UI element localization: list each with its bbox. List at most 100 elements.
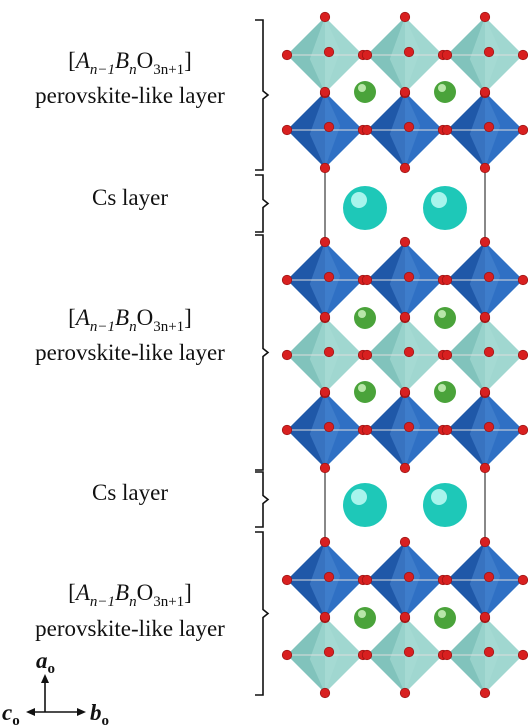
a-site-atom: [354, 307, 376, 329]
layer-label: perovskite-like layer: [35, 616, 225, 641]
oxygen-atom: [362, 125, 372, 135]
oxygen-atom: [320, 87, 330, 97]
oxygen-atom: [404, 647, 414, 657]
oxygen-atom: [320, 12, 330, 22]
layer-label: perovskite-like layer: [35, 83, 225, 108]
oxygen-atom: [442, 275, 452, 285]
layer-label: Cs layer: [92, 480, 168, 505]
oxygen-atom: [324, 422, 334, 432]
a-site-atom: [354, 607, 376, 629]
axis-subscript: o: [12, 713, 20, 727]
cs-atom: [423, 483, 467, 527]
highlight: [431, 489, 447, 505]
formula-part: A: [74, 305, 91, 330]
oxygen-atom: [404, 272, 414, 282]
oxygen-atom: [320, 237, 330, 247]
layer-labels: [An−1BnO3n+1]perovskite-like layerCs lay…: [35, 20, 268, 695]
oxygen-atom: [282, 575, 292, 585]
crystal-structure: [282, 12, 528, 698]
formula-part: [: [68, 580, 76, 605]
oxygen-atom: [324, 47, 334, 57]
bracket: [255, 532, 268, 695]
a-site-atom: [354, 81, 376, 103]
formula-part: n: [129, 62, 137, 78]
formula-part: 3n+1: [153, 62, 184, 78]
formula-part: O: [137, 305, 154, 330]
oxygen-atom: [400, 12, 410, 22]
oxygen-atom: [484, 647, 494, 657]
formula-part: n: [129, 319, 137, 335]
oxygen-atom: [282, 350, 292, 360]
oxygen-atom: [324, 647, 334, 657]
oxygen-atom: [442, 425, 452, 435]
highlight: [351, 192, 367, 208]
axis-subscript: o: [102, 713, 110, 727]
layer-formula: [An−1BnO3n+1]: [68, 580, 192, 610]
oxygen-atom: [400, 312, 410, 322]
oxygen-atom: [400, 237, 410, 247]
formula-part: B: [115, 48, 129, 73]
oxygen-atom: [442, 575, 452, 585]
formula-part: O: [137, 48, 154, 73]
oxygen-atom: [400, 463, 410, 473]
oxygen-atom: [400, 612, 410, 622]
formula-part: [: [68, 305, 76, 330]
layer-label: Cs layer: [92, 185, 168, 210]
oxygen-atom: [404, 422, 414, 432]
oxygen-atom: [324, 122, 334, 132]
oxygen-atom: [442, 650, 452, 660]
bracket: [255, 472, 268, 527]
bracket: [255, 175, 268, 232]
highlight: [438, 610, 446, 618]
oxygen-atom: [404, 572, 414, 582]
oxygen-atom: [324, 572, 334, 582]
axis-letter: a: [36, 648, 48, 673]
oxygen-atom: [518, 425, 528, 435]
formula-part: A: [74, 48, 91, 73]
highlight: [358, 310, 366, 318]
oxygen-atom: [442, 50, 452, 60]
axis-c-label: co: [2, 700, 20, 727]
formula-part: B: [115, 580, 129, 605]
oxygen-atom: [404, 347, 414, 357]
oxygen-atom: [362, 275, 372, 285]
axes: ao co bo: [2, 648, 109, 727]
oxygen-atom: [282, 275, 292, 285]
highlight: [431, 192, 447, 208]
oxygen-atom: [400, 537, 410, 547]
bracket: [255, 20, 268, 170]
oxygen-atom: [362, 575, 372, 585]
highlight: [358, 610, 366, 618]
oxygen-atom: [484, 122, 494, 132]
bracket: [255, 235, 268, 470]
formula-part: ]: [184, 580, 192, 605]
axis-letter: c: [2, 700, 12, 725]
formula-part: n−1: [90, 319, 115, 335]
layer-formula: [An−1BnO3n+1]: [68, 305, 192, 335]
oxygen-atom: [484, 347, 494, 357]
oxygen-atom: [362, 425, 372, 435]
oxygen-atom: [320, 688, 330, 698]
oxygen-atom: [480, 688, 490, 698]
oxygen-atom: [442, 125, 452, 135]
oxygen-atom: [480, 312, 490, 322]
oxygen-atom: [518, 125, 528, 135]
layer-label: perovskite-like layer: [35, 340, 225, 365]
oxygen-atom: [518, 50, 528, 60]
formula-part: n−1: [90, 62, 115, 78]
formula-part: n: [129, 594, 137, 610]
oxygen-atom: [282, 125, 292, 135]
oxygen-atom: [320, 537, 330, 547]
oxygen-atom: [362, 650, 372, 660]
arrow-head: [26, 708, 35, 716]
axis-a-label: ao: [36, 648, 55, 677]
oxygen-atom: [282, 425, 292, 435]
oxygen-atom: [282, 650, 292, 660]
oxygen-atom: [484, 47, 494, 57]
highlight: [438, 84, 446, 92]
oxygen-atom: [480, 537, 490, 547]
oxygen-atom: [282, 50, 292, 60]
oxygen-atom: [480, 87, 490, 97]
formula-part: 3n+1: [153, 594, 184, 610]
oxygen-atom: [320, 387, 330, 397]
